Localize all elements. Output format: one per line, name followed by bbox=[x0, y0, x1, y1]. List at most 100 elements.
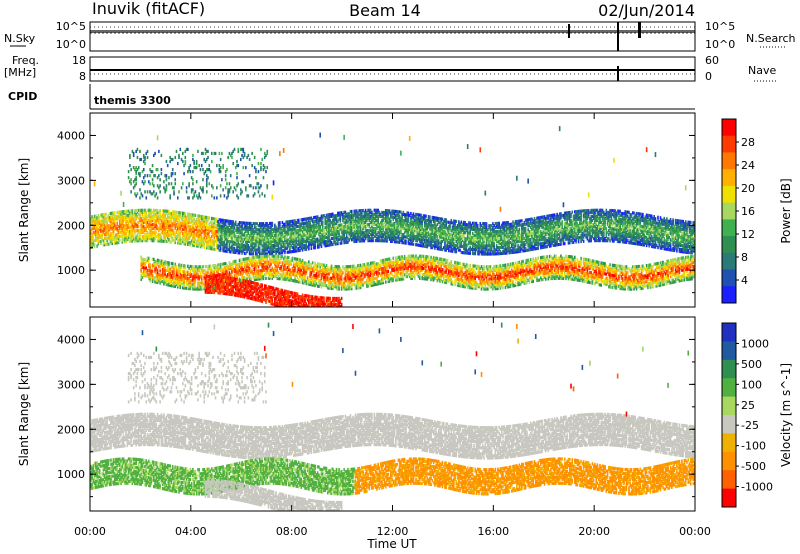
power-cell bbox=[227, 267, 229, 271]
power-cell bbox=[280, 233, 282, 237]
power-cell bbox=[258, 250, 261, 254]
power-cell bbox=[233, 283, 236, 287]
power-cell bbox=[347, 287, 349, 291]
power-cell bbox=[174, 210, 177, 214]
power-cell bbox=[158, 227, 160, 231]
power-cell bbox=[179, 275, 182, 279]
power-cell bbox=[227, 219, 229, 223]
power-cell bbox=[142, 218, 145, 222]
power-cell bbox=[160, 215, 163, 219]
power-cell bbox=[185, 270, 188, 274]
power-cell bbox=[286, 242, 289, 246]
power-cell bbox=[319, 266, 321, 271]
power-cell bbox=[153, 237, 155, 241]
power-cell bbox=[122, 224, 125, 228]
power-cell bbox=[292, 239, 295, 243]
power-cell bbox=[325, 239, 328, 244]
power-cell bbox=[169, 194, 172, 198]
power-cell bbox=[330, 282, 333, 286]
power-cell bbox=[199, 186, 202, 190]
power-cell bbox=[242, 293, 245, 297]
power-cell bbox=[279, 239, 281, 243]
power-cell bbox=[199, 238, 202, 243]
power-cell bbox=[226, 219, 228, 223]
power-cell bbox=[265, 222, 267, 226]
power-cell bbox=[197, 242, 199, 246]
power-cell bbox=[174, 226, 177, 230]
power-cell bbox=[247, 227, 250, 232]
power-cell bbox=[309, 268, 311, 272]
power-cell bbox=[113, 223, 116, 227]
power-cell bbox=[310, 224, 313, 228]
power-cell bbox=[197, 149, 199, 154]
power-cell bbox=[203, 219, 206, 223]
power-cell bbox=[294, 239, 296, 243]
power-cell bbox=[314, 229, 316, 234]
power-cell bbox=[211, 245, 213, 249]
power-cell bbox=[262, 230, 265, 234]
power-cell bbox=[176, 161, 179, 166]
power-cell bbox=[96, 232, 98, 236]
power-cell bbox=[184, 242, 187, 246]
power-cell bbox=[286, 276, 289, 280]
power-cell bbox=[239, 280, 242, 284]
power-cell bbox=[301, 218, 304, 222]
power-cell bbox=[289, 260, 291, 264]
power-cell bbox=[161, 227, 164, 231]
power-cell bbox=[325, 229, 328, 234]
power-cell bbox=[228, 282, 231, 286]
power-cell bbox=[245, 285, 247, 289]
power-cell bbox=[268, 246, 271, 250]
power-cell bbox=[174, 238, 177, 243]
power-cell bbox=[268, 252, 271, 256]
power-cell bbox=[170, 280, 173, 284]
power-cell bbox=[315, 215, 318, 219]
power-cell bbox=[161, 217, 164, 221]
power-cell bbox=[170, 157, 173, 162]
power-cell bbox=[247, 194, 250, 198]
power-cell bbox=[113, 213, 116, 217]
power-cell bbox=[303, 275, 305, 279]
power-cell bbox=[116, 214, 119, 219]
power-cell bbox=[100, 219, 102, 223]
power-cell bbox=[295, 225, 298, 229]
power-cell bbox=[296, 263, 299, 267]
power-cell bbox=[261, 244, 264, 248]
power-cell bbox=[221, 270, 223, 275]
power-cell bbox=[232, 240, 235, 244]
power-cell bbox=[334, 273, 337, 277]
power-cell bbox=[118, 216, 121, 220]
power-cell bbox=[226, 284, 228, 288]
power-cell bbox=[204, 276, 207, 280]
power-cell bbox=[222, 272, 224, 276]
power-cell bbox=[132, 165, 135, 170]
power-cell bbox=[130, 229, 132, 233]
power-cell bbox=[308, 298, 310, 302]
power-cell bbox=[292, 291, 295, 295]
power-cell bbox=[189, 281, 192, 285]
power-cell bbox=[339, 217, 342, 221]
power-cell bbox=[95, 232, 97, 236]
power-cell bbox=[189, 243, 192, 247]
power-cell bbox=[151, 275, 154, 279]
power-cell bbox=[289, 228, 291, 232]
power-cell bbox=[237, 241, 240, 245]
power-cell bbox=[252, 250, 255, 254]
power-cell bbox=[338, 267, 340, 271]
power-cell bbox=[122, 212, 125, 216]
power-cell bbox=[334, 266, 337, 271]
power-cell bbox=[199, 228, 202, 233]
power-cell bbox=[170, 212, 173, 216]
power-cell bbox=[198, 224, 200, 228]
power-cell bbox=[158, 211, 160, 215]
power-cell bbox=[281, 275, 284, 279]
power-cell bbox=[218, 230, 221, 234]
power-cell bbox=[144, 264, 146, 268]
power-cell bbox=[187, 147, 189, 152]
power-cell bbox=[231, 266, 233, 270]
power-cell bbox=[224, 267, 227, 272]
power-cell bbox=[221, 226, 223, 230]
power-cell bbox=[192, 277, 194, 281]
power-cell bbox=[164, 227, 166, 231]
power-cell bbox=[305, 225, 308, 229]
